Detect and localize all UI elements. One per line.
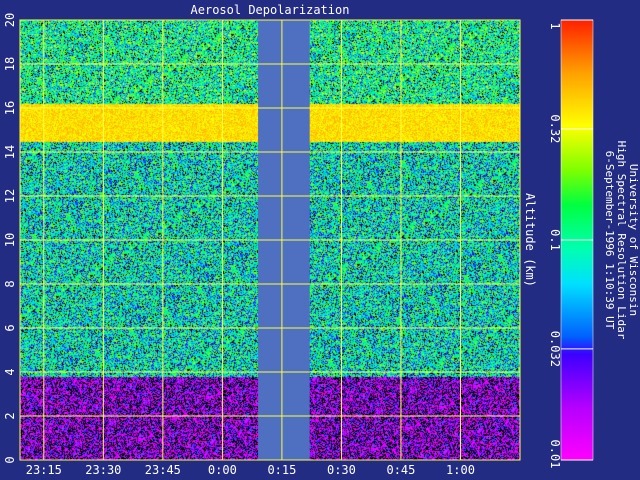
- credit-instrument: High Spectral Resolution Lidar: [615, 141, 628, 340]
- y-tick-label: 4: [3, 368, 17, 375]
- colorbar-tick-label: 1: [548, 22, 562, 29]
- colorbar-ticks: 0.01 0.032 0.1 0.32 1: [548, 19, 593, 469]
- colorbar-tick-label: 0.01: [548, 440, 562, 469]
- y-tick-label: 20: [3, 13, 17, 27]
- credits: University of Wisconsin High Spectral Re…: [603, 141, 640, 340]
- y-tick-label: 10: [3, 233, 17, 247]
- plot-frame: [19, 19, 521, 461]
- y-axis: 0 2 4 6 8 10 12 14 16 18 20: [3, 13, 17, 464]
- colorbar: 0.01 0.032 0.1 0.32 1: [548, 19, 594, 469]
- x-tick-label: 0:15: [267, 463, 296, 477]
- y-tick-label: 0: [3, 456, 17, 463]
- y-tick-label: 2: [3, 412, 17, 419]
- colorbar-tick-label: 0.1: [548, 229, 562, 251]
- y-tick-label: 14: [3, 145, 17, 159]
- y-tick-label: 8: [3, 280, 17, 287]
- x-tick-label: 23:45: [145, 463, 181, 477]
- x-tick-label: 1:00: [446, 463, 475, 477]
- chart-title: Aerosol Depolarization: [191, 3, 350, 17]
- colorbar-tick-label: 0.32: [548, 114, 562, 143]
- x-axis: 23:15 23:30 23:45 0:00 0:15 0:30 0:45 1:00: [26, 463, 475, 477]
- x-tick-label: 0:30: [327, 463, 356, 477]
- y-tick-label: 16: [3, 101, 17, 115]
- x-tick-label: 0:00: [208, 463, 237, 477]
- colorbar-tick-label: 0.032: [548, 331, 562, 367]
- y-axis-label: Altitude (km): [523, 193, 537, 287]
- x-tick-label: 23:30: [85, 463, 121, 477]
- credit-date: 6-September-1996 1:10:39 UT: [603, 151, 616, 330]
- y-tick-label: 6: [3, 324, 17, 331]
- y-tick-label: 12: [3, 189, 17, 203]
- x-tick-label: 23:15: [26, 463, 62, 477]
- y-tick-label: 18: [3, 57, 17, 71]
- grid-lines: [20, 19, 520, 461]
- credit-institution: University of Wisconsin: [627, 164, 640, 316]
- x-tick-label: 0:45: [386, 463, 415, 477]
